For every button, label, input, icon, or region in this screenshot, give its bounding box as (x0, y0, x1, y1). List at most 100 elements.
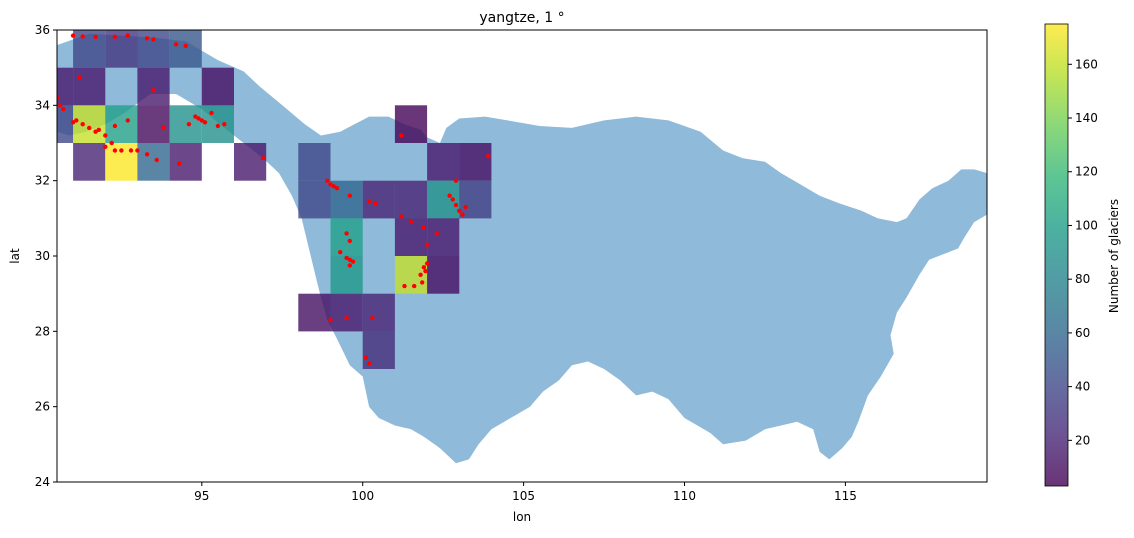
heatmap-cell (169, 143, 202, 181)
glacier-point (424, 242, 430, 247)
y-axis-ticks: 24 26 28 30 32 34 36 (35, 23, 57, 489)
heatmap-cell (362, 180, 395, 219)
y-tick-label: 24 (35, 475, 50, 489)
colorbar-tick-label: 40 (1075, 380, 1090, 394)
glacier-point (350, 259, 356, 264)
glacier-point (370, 315, 375, 321)
heatmap-cell (137, 105, 170, 143)
heatmap-cell (459, 180, 492, 219)
heatmap-cell (137, 67, 170, 106)
glacier-point (61, 106, 66, 112)
glacier-point (125, 118, 130, 123)
y-tick-label: 36 (35, 23, 50, 37)
glacier-point (193, 114, 198, 119)
heatmap-cell (234, 143, 267, 181)
glacier-point (209, 110, 214, 116)
x-tick-label: 110 (673, 489, 696, 503)
glacier-point (402, 283, 407, 289)
glacier-point (453, 202, 459, 208)
glacier-point (344, 231, 349, 236)
glacier-point (463, 204, 468, 210)
x-tick-label: 105 (512, 489, 535, 503)
glacier-point (74, 118, 79, 123)
colorbar-ticks: 20 40 60 80 100 120 140 160 (1068, 57, 1098, 447)
glacier-point (183, 43, 188, 48)
glacier-point (408, 219, 414, 225)
glacier-point (186, 122, 192, 127)
glacier-point (447, 193, 452, 198)
heatmap-cell (169, 105, 202, 143)
glacier-point (202, 120, 208, 125)
heatmap-cell (427, 256, 460, 294)
y-tick-label: 32 (35, 174, 50, 188)
colorbar-tick-label: 140 (1075, 111, 1098, 125)
glacier-point (420, 280, 425, 285)
heatmap-cell (330, 256, 363, 294)
heatmap-cell (394, 218, 428, 256)
heatmap-cell (298, 293, 331, 332)
glacier-point (344, 255, 349, 261)
glacier-point (77, 74, 82, 80)
glacier-point (399, 214, 404, 219)
heatmap-cell (394, 105, 428, 143)
glacier-point (109, 140, 114, 146)
glacier-point (347, 263, 352, 268)
glacier-point (331, 184, 336, 189)
glacier-point (424, 261, 430, 266)
glacier-point (128, 148, 134, 153)
heatmap-cell (137, 143, 170, 181)
y-tick-label: 28 (35, 324, 50, 338)
glacier-point (173, 42, 179, 47)
glacier-point (344, 315, 349, 321)
glacier-point (222, 122, 227, 127)
y-tick-label: 30 (35, 249, 50, 263)
colorbar-tick-label: 80 (1075, 272, 1090, 286)
heatmap-cell (427, 143, 460, 181)
glacier-point (338, 250, 343, 255)
glacier-point (399, 133, 404, 138)
glacier-point (334, 186, 340, 191)
heatmap-cell (330, 293, 363, 332)
glacier-point (366, 199, 372, 204)
heatmap-cell (105, 105, 138, 143)
y-tick-label: 34 (35, 98, 50, 112)
glacier-point (119, 148, 124, 153)
glacier-point (177, 161, 182, 166)
glacier-point (57, 95, 60, 100)
heatmap-cell (298, 143, 331, 181)
heatmap-cell (169, 30, 202, 68)
y-tick-label: 26 (35, 400, 50, 414)
glacier-point (144, 152, 150, 157)
colorbar-tick-label: 60 (1075, 326, 1090, 340)
glacier-point (151, 37, 156, 42)
heatmap-cell (137, 30, 170, 68)
glacier-point (434, 231, 439, 236)
glacier-point (103, 133, 108, 138)
glacier-point (93, 129, 98, 134)
glacier-point (112, 123, 118, 129)
x-tick-label: 95 (194, 489, 209, 503)
glacier-point (328, 182, 333, 187)
glacier-point (80, 122, 85, 127)
glacier-point (80, 34, 85, 39)
glacier-point (112, 34, 118, 39)
glacier-point (421, 225, 427, 230)
glacier-point (423, 268, 428, 274)
chart-title: yangtze, 1 ° (479, 10, 564, 26)
glacier-point (347, 238, 352, 244)
glacier-point (457, 208, 462, 213)
heatmap-cell (73, 30, 106, 68)
glacier-point (363, 355, 369, 360)
glacier-point (421, 265, 427, 270)
glacier-point (328, 317, 333, 323)
glacier-point (161, 125, 166, 131)
glacier-point (135, 148, 140, 153)
glacier-point (460, 212, 465, 217)
glacier-point (412, 283, 417, 289)
colorbar (1045, 24, 1068, 486)
heatmap-cell (73, 67, 106, 106)
glacier-point (450, 197, 455, 202)
glacier-points (57, 33, 491, 366)
colorbar-tick-label: 120 (1075, 165, 1098, 179)
